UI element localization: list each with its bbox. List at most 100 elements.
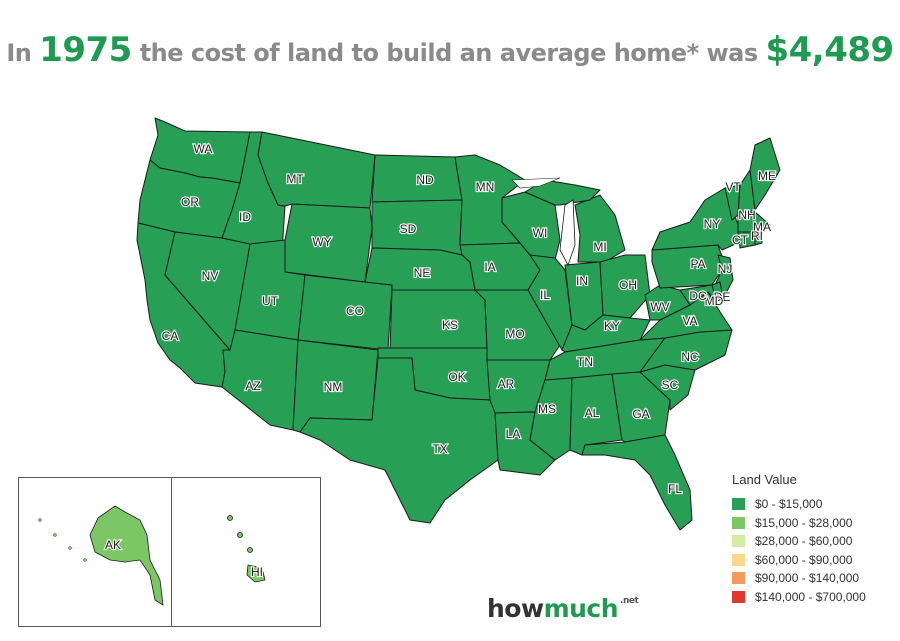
legend-swatch	[732, 572, 745, 584]
label-MA: MA	[753, 220, 771, 234]
state-FL[interactable]	[581, 434, 693, 531]
label-PA: PA	[690, 257, 705, 271]
title-year: 1975	[39, 30, 132, 70]
label-KS: KS	[442, 318, 458, 332]
label-NH: NH	[738, 208, 755, 222]
label-ID: ID	[239, 210, 251, 224]
label-OR: OR	[181, 195, 199, 209]
label-ME: ME	[758, 169, 776, 183]
ak-island	[53, 533, 57, 537]
label-GA: GA	[632, 407, 649, 421]
state-PA[interactable]	[651, 244, 726, 289]
label-VT: VT	[725, 180, 741, 194]
label-UT: UT	[262, 294, 279, 308]
hi-island	[237, 532, 243, 538]
state-ME[interactable]	[749, 137, 781, 211]
label-HI: HI	[251, 565, 263, 579]
state-MA[interactable]	[737, 211, 771, 236]
label-MS: MS	[538, 402, 556, 416]
label-DE: DE	[714, 290, 731, 304]
label-TX: TX	[432, 442, 447, 456]
legend-item: $60,000 - $90,000	[732, 551, 866, 569]
legend-label: $15,000 - $28,000	[755, 515, 853, 530]
ak-island	[38, 518, 42, 522]
inset-box	[18, 477, 321, 627]
state-MT[interactable]	[257, 131, 376, 209]
legend: Land Value $0 - $15,000 $15,000 - $28,000…	[732, 472, 866, 606]
state-RI[interactable]	[754, 231, 763, 246]
hi-island	[247, 547, 253, 553]
title-amount: $4,489	[765, 30, 894, 70]
legend-label: $0 - $15,000	[755, 497, 823, 511]
ak-island	[83, 558, 87, 562]
brand-logo: howmuch .net	[487, 594, 639, 623]
label-WI: WI	[533, 226, 548, 240]
hi-island	[227, 515, 233, 521]
lake-michigan	[559, 199, 576, 266]
ak-island	[68, 546, 72, 550]
state-SD[interactable]	[371, 199, 463, 256]
legend-rows: $0 - $15,000 $15,000 - $28,000 $28,000 - $…	[732, 495, 866, 606]
label-MD: MD	[705, 294, 724, 308]
label-NJ: NJ	[718, 262, 733, 276]
label-IN: IN	[576, 274, 588, 288]
label-SC: SC	[662, 378, 679, 392]
label-AR: AR	[498, 377, 515, 391]
brand-net: .net	[620, 596, 639, 606]
label-WA: WA	[194, 142, 213, 156]
title-prefix: In	[6, 39, 32, 67]
label-NY: NY	[704, 217, 721, 231]
legend-item: $90,000 - $140,000	[732, 569, 866, 587]
label-AZ: AZ	[245, 379, 260, 393]
label-RI: RI	[751, 229, 763, 243]
legend-label: $60,000 - $90,000	[755, 552, 853, 567]
title-middle: the cost of land to build an average hom…	[139, 39, 758, 67]
label-SD: SD	[400, 222, 417, 236]
state-TX[interactable]	[299, 357, 499, 524]
state-MD[interactable]	[679, 284, 717, 306]
label-WY: WY	[312, 235, 331, 249]
label-KY: KY	[604, 319, 620, 333]
label-NE: NE	[414, 266, 431, 280]
label-MI: MI	[593, 240, 606, 254]
label-AL: AL	[585, 406, 600, 420]
label-OK: OK	[448, 370, 465, 384]
label-NM: NM	[324, 380, 343, 394]
label-DC: DC	[689, 289, 707, 303]
label-LA: LA	[506, 427, 521, 441]
label-OH: OH	[619, 278, 637, 292]
legend-swatch	[732, 498, 745, 510]
legend-label: $90,000 - $140,000	[755, 571, 860, 585]
label-NC: NC	[681, 350, 699, 364]
state-AK[interactable]	[89, 505, 164, 606]
legend-item: $140,000 - $700,000	[732, 588, 866, 606]
state-labels: WA OR CA ID NV MT WY UT AZ CO NM ND SD N…	[104, 141, 777, 580]
legend-swatch	[732, 535, 745, 547]
brand-much: much	[543, 594, 619, 623]
label-MT: MT	[286, 172, 304, 186]
label-ND: ND	[416, 173, 434, 187]
legend-item: $15,000 - $28,000	[732, 514, 866, 532]
legend-item: $0 - $15,000	[732, 495, 866, 513]
legend-item: $28,000 - $60,000	[732, 532, 866, 550]
label-AK: AK	[105, 538, 121, 552]
label-VA: VA	[682, 314, 697, 328]
state-CO[interactable]	[297, 274, 393, 351]
label-TN: TN	[577, 355, 593, 369]
state-MI[interactable]	[574, 194, 626, 263]
legend-label: $140,000 - $700,000	[755, 589, 866, 604]
label-NV: NV	[202, 269, 219, 283]
label-CA: CA	[162, 329, 179, 343]
legend-swatch	[732, 590, 745, 603]
label-CO: CO	[346, 304, 364, 318]
legend-swatch	[732, 553, 745, 566]
label-MN: MN	[476, 180, 495, 194]
label-CT: CT	[732, 233, 749, 247]
state-HI[interactable]	[246, 564, 266, 583]
inset-divider	[171, 477, 172, 627]
label-MO: MO	[505, 327, 524, 341]
label-IL: IL	[540, 288, 550, 302]
page-title: In 1975 the cost of land to build an ave…	[0, 30, 900, 70]
state-KS[interactable]	[389, 289, 488, 349]
